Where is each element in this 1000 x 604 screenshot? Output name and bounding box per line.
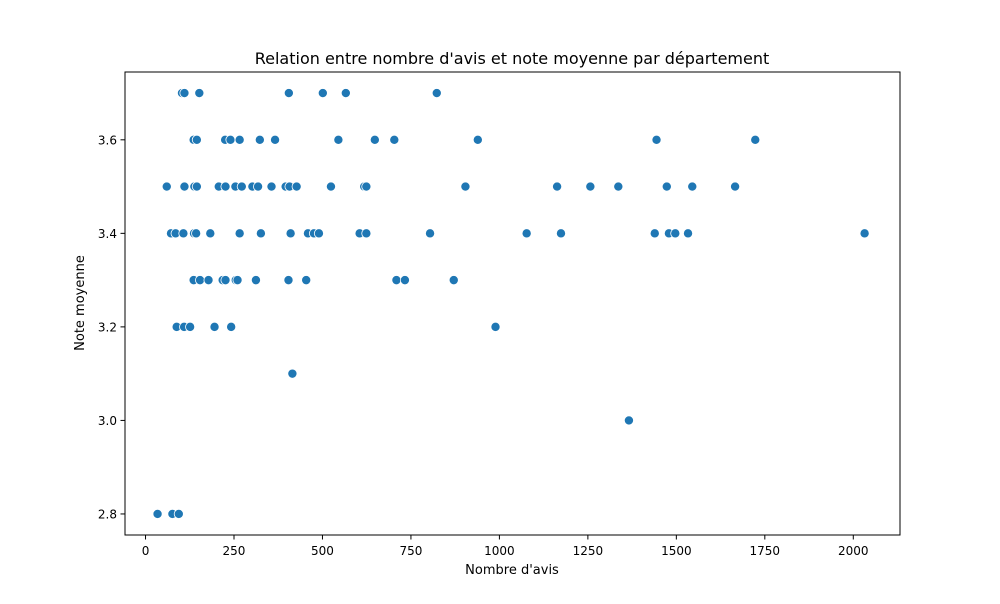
- x-tick-label: 1000: [484, 544, 515, 558]
- data-point: [369, 134, 380, 145]
- data-point: [285, 228, 296, 239]
- data-point: [552, 181, 563, 192]
- x-axis-label: Nombre d'avis: [465, 563, 559, 578]
- data-point: [670, 228, 681, 239]
- data-point: [195, 275, 206, 286]
- data-point: [270, 134, 281, 145]
- data-point: [651, 134, 662, 145]
- x-tick-label: 1250: [573, 544, 604, 558]
- data-point: [291, 181, 302, 192]
- data-point: [649, 228, 660, 239]
- data-point: [173, 508, 184, 519]
- data-point: [859, 228, 870, 239]
- data-point: [152, 508, 163, 519]
- data-point: [161, 181, 172, 192]
- data-point: [325, 181, 336, 192]
- x-tick-label: 500: [311, 544, 334, 558]
- data-point: [555, 228, 566, 239]
- x-tick-label: 0: [142, 544, 150, 558]
- x-tick-label: 750: [399, 544, 422, 558]
- data-point: [234, 228, 245, 239]
- data-point: [389, 134, 400, 145]
- data-point: [283, 275, 294, 286]
- plot-area-frame: [124, 71, 901, 536]
- data-point: [687, 181, 698, 192]
- y-tick-label: 3.2: [98, 320, 117, 334]
- data-point: [255, 228, 266, 239]
- data-point: [585, 181, 596, 192]
- data-point: [191, 134, 202, 145]
- y-tick-label: 3.0: [98, 414, 117, 428]
- data-point: [623, 415, 634, 426]
- data-point: [254, 134, 265, 145]
- chart-title: Relation entre nombre d'avis et note moy…: [255, 49, 770, 68]
- data-point: [191, 228, 202, 239]
- x-tick-label: 2000: [838, 544, 869, 558]
- y-axis: 2.8 3.0 3.2 3.4 3.6: [98, 133, 125, 521]
- data-points: [152, 88, 870, 519]
- data-point: [205, 228, 216, 239]
- data-point: [209, 321, 220, 332]
- data-point: [333, 134, 344, 145]
- data-point: [220, 275, 231, 286]
- data-point: [317, 88, 328, 99]
- data-point: [185, 321, 196, 332]
- y-tick-label: 2.8: [98, 507, 117, 521]
- y-tick-label: 3.6: [98, 133, 117, 147]
- data-point: [179, 181, 190, 192]
- data-point: [266, 181, 277, 192]
- data-point: [613, 181, 624, 192]
- data-point: [521, 228, 532, 239]
- data-point: [425, 228, 436, 239]
- data-point: [194, 88, 205, 99]
- data-point: [490, 321, 501, 332]
- data-point: [220, 181, 231, 192]
- data-point: [472, 134, 483, 145]
- data-point: [391, 275, 402, 286]
- data-point: [460, 181, 471, 192]
- data-point: [361, 181, 372, 192]
- data-point: [301, 275, 312, 286]
- data-point: [340, 88, 351, 99]
- data-point: [313, 228, 324, 239]
- data-point: [661, 181, 672, 192]
- y-axis-label: Note moyenne: [73, 255, 88, 351]
- data-point: [203, 275, 214, 286]
- data-point: [287, 368, 298, 379]
- data-point: [399, 275, 410, 286]
- data-point: [730, 181, 741, 192]
- x-axis: 0 250 500 750 1000 1250 1500 1750 2000: [142, 535, 869, 558]
- data-point: [683, 228, 694, 239]
- x-tick-label: 1750: [750, 544, 781, 558]
- data-point: [250, 275, 261, 286]
- data-point: [234, 134, 245, 145]
- data-point: [431, 88, 442, 99]
- data-point: [226, 321, 237, 332]
- data-point: [253, 181, 264, 192]
- y-tick-label: 3.4: [98, 227, 117, 241]
- data-point: [179, 88, 190, 99]
- data-point: [191, 181, 202, 192]
- data-point: [236, 181, 247, 192]
- data-point: [232, 275, 243, 286]
- data-point: [283, 88, 294, 99]
- x-tick-label: 1500: [661, 544, 692, 558]
- data-point: [178, 228, 189, 239]
- data-point: [750, 134, 761, 145]
- data-point: [361, 228, 372, 239]
- data-point: [225, 134, 236, 145]
- data-point: [448, 275, 459, 286]
- x-tick-label: 250: [223, 544, 246, 558]
